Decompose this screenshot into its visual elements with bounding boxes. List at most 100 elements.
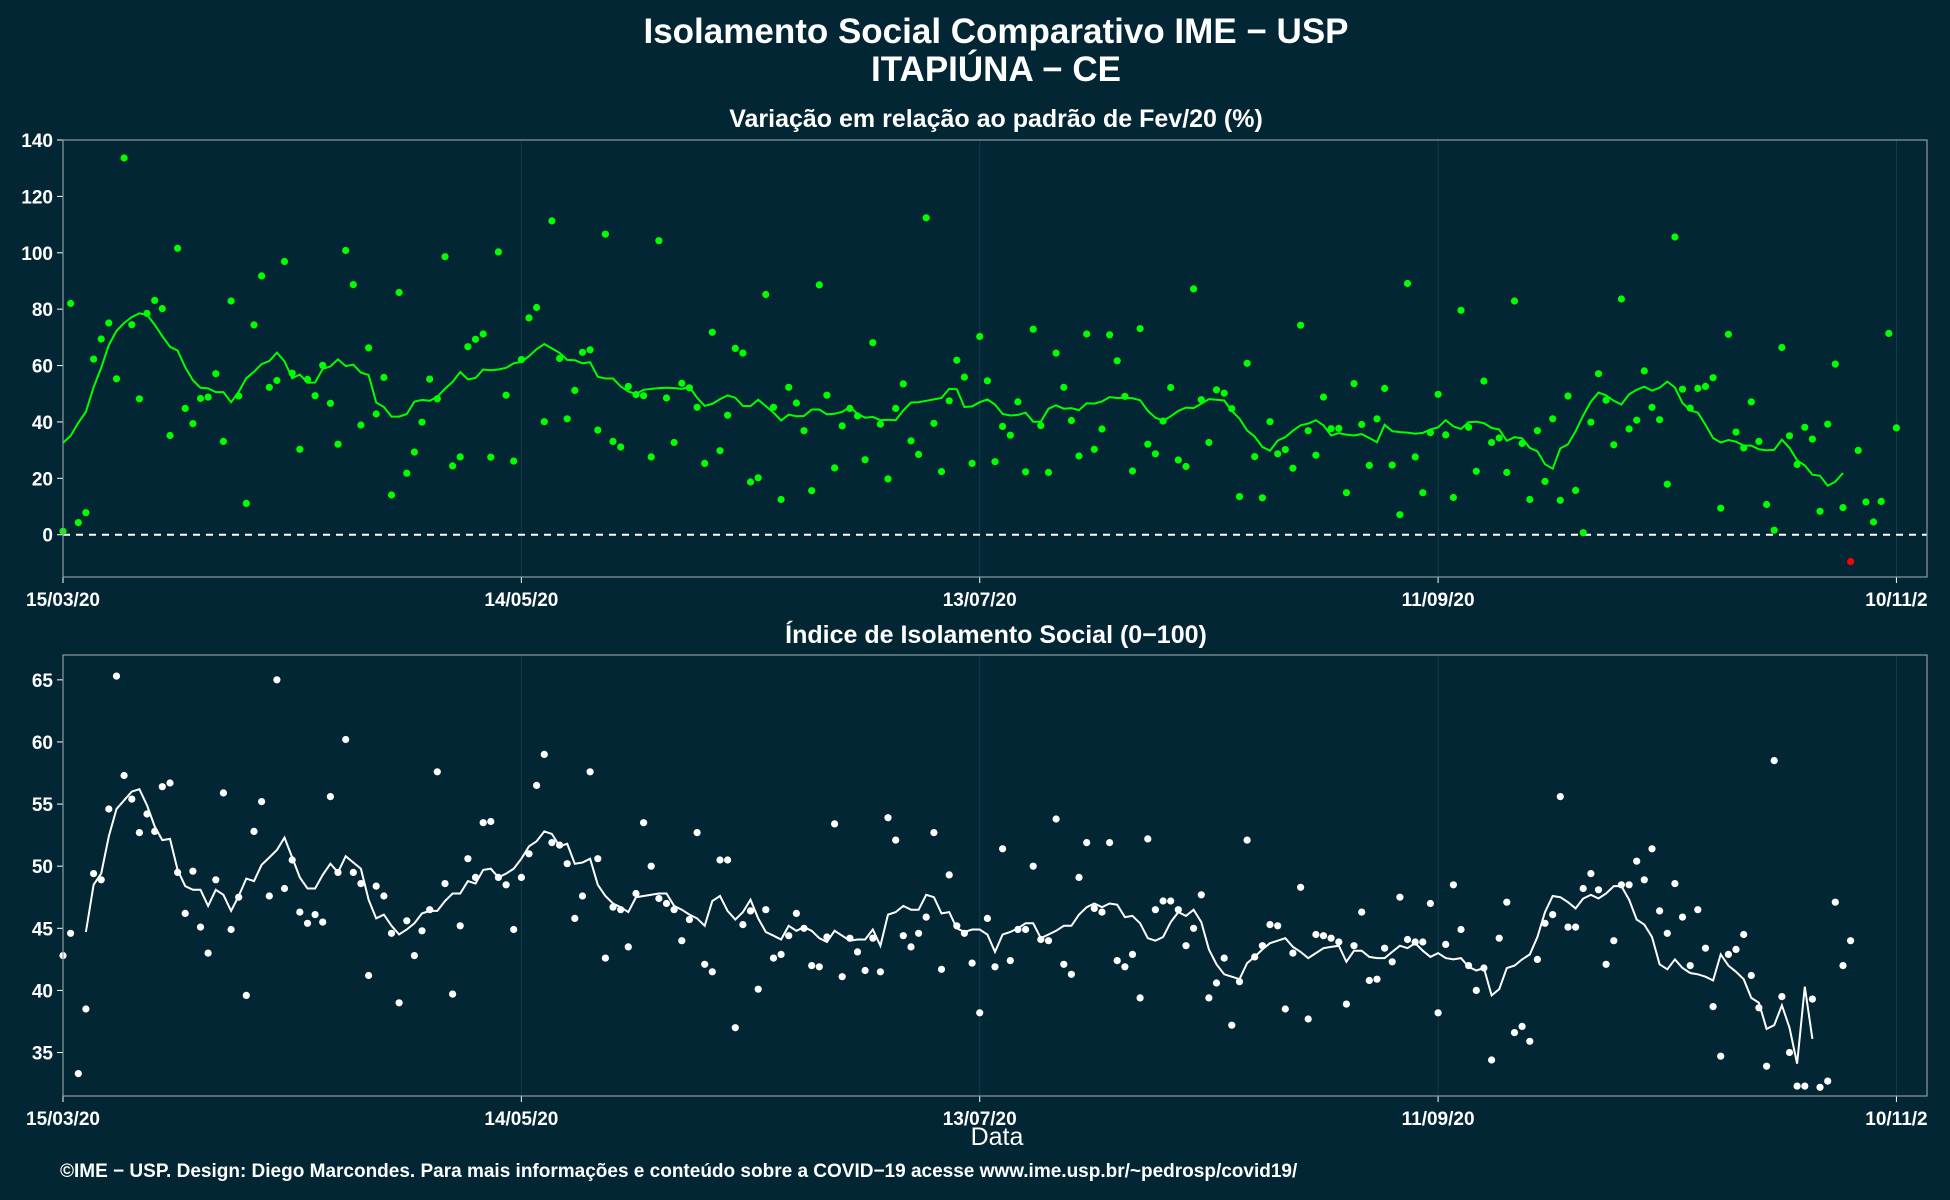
top-data-point [716,447,724,455]
top-data-point [494,248,502,256]
top-data-point [884,475,892,483]
bottom-data-point [1640,876,1648,884]
bottom-data-point [250,827,258,836]
top-data-point [731,344,739,352]
top-data-point [296,445,304,453]
bottom-data-point [1656,907,1664,915]
bottom-data-point [196,923,205,931]
bottom-data-point [754,985,762,993]
top-data-point [196,394,205,403]
top-data-point [487,453,495,461]
bottom-ytick-label: 60 [32,733,53,754]
top-data-point [1717,504,1725,512]
bottom-data-point [533,781,541,790]
bottom-data-point [1373,975,1381,983]
top-data-point [1831,360,1839,368]
bottom-data-point [586,768,594,776]
bottom-data-point [647,862,655,870]
bottom-data-point [464,855,472,863]
top-data-point [1778,343,1786,352]
top-data-point [1442,431,1450,439]
bottom-data-point [1098,908,1106,916]
top-data-point [540,418,548,426]
bottom-data-point [662,899,671,908]
top-data-point [769,403,778,411]
bottom-data-point [1526,1037,1534,1045]
top-data-point [410,448,418,456]
top-data-point [1365,461,1373,469]
bottom-data-point [242,991,250,1000]
bottom-data-point [1778,993,1786,1001]
top-data-point [1625,425,1633,433]
bottom-data-point [1503,898,1511,906]
bottom-data-point [609,903,617,911]
bottom-data-point [1572,923,1580,931]
top-data-point [143,309,151,317]
top-data-point [265,383,273,391]
bottom-data-point [227,925,235,934]
bottom-data-point [1831,898,1839,906]
bottom-data-point [1610,937,1618,945]
bottom-data-point [991,963,999,971]
top-data-point [1885,329,1893,337]
top-data-point [326,399,334,407]
top-data-point [1808,435,1816,443]
top-data-point [288,369,296,377]
top-data-point [1411,453,1419,461]
top-data-point [479,330,487,338]
top-data-point [1617,295,1625,303]
bottom-data-point [1678,913,1687,921]
top-data-point [815,281,823,289]
bottom-data-point [968,959,976,967]
top-data-point [334,440,342,448]
top-ytick-label: 140 [21,131,53,152]
bottom-data-point [1457,925,1465,934]
bottom-data-point [838,973,846,981]
bottom-data-point [907,943,915,951]
bottom-data-point [387,929,396,937]
top-data-point [563,415,571,423]
bottom-data-point [815,963,823,971]
top-data-point [250,321,258,329]
bottom-data-point [365,971,373,980]
top-data-point [365,344,373,352]
top-data-point [670,438,678,447]
bottom-data-point [617,906,625,914]
bottom-panel-title: Índice de Isolamento Social (0−100) [785,620,1207,649]
top-moving-average-line [62,312,1844,487]
bottom-data-point [1067,970,1075,978]
top-data-point [1854,446,1862,454]
bottom-data-point [502,881,510,889]
top-data-point [1694,384,1702,392]
top-data-point [601,230,610,238]
bottom-data-point [82,1005,90,1013]
top-data-point [74,519,82,527]
bottom-data-point [1212,979,1221,987]
top-data-point [739,349,747,357]
bottom-xtick-label: 13/07/20 [943,1109,1017,1130]
bottom-data-point [1518,1022,1526,1030]
bottom-data-point [1327,934,1335,942]
bottom-ytick-label: 35 [32,1044,54,1065]
bottom-data-point [716,856,724,864]
top-ytick-label: 120 [21,187,53,208]
top-xtick-label: 13/07/20 [943,590,1017,611]
top-data-point [808,487,816,495]
top-data-point [441,253,449,261]
bottom-data-point [1144,835,1152,843]
bottom-data-point [1732,945,1740,954]
bottom-data-point [174,868,182,877]
bottom-data-point [655,894,663,903]
top-data-point [861,456,869,464]
bottom-data-point [1633,857,1641,865]
top-data-point [1113,357,1121,365]
top-data-point [1327,425,1335,433]
top-data-point [1396,511,1404,519]
bottom-data-point [1709,1003,1717,1011]
top-data-point [502,391,510,399]
bottom-data-point [800,924,808,932]
bottom-data-point [693,829,701,837]
top-data-point [999,422,1007,430]
bottom-data-point [945,871,953,879]
bottom-data-point [342,735,350,744]
